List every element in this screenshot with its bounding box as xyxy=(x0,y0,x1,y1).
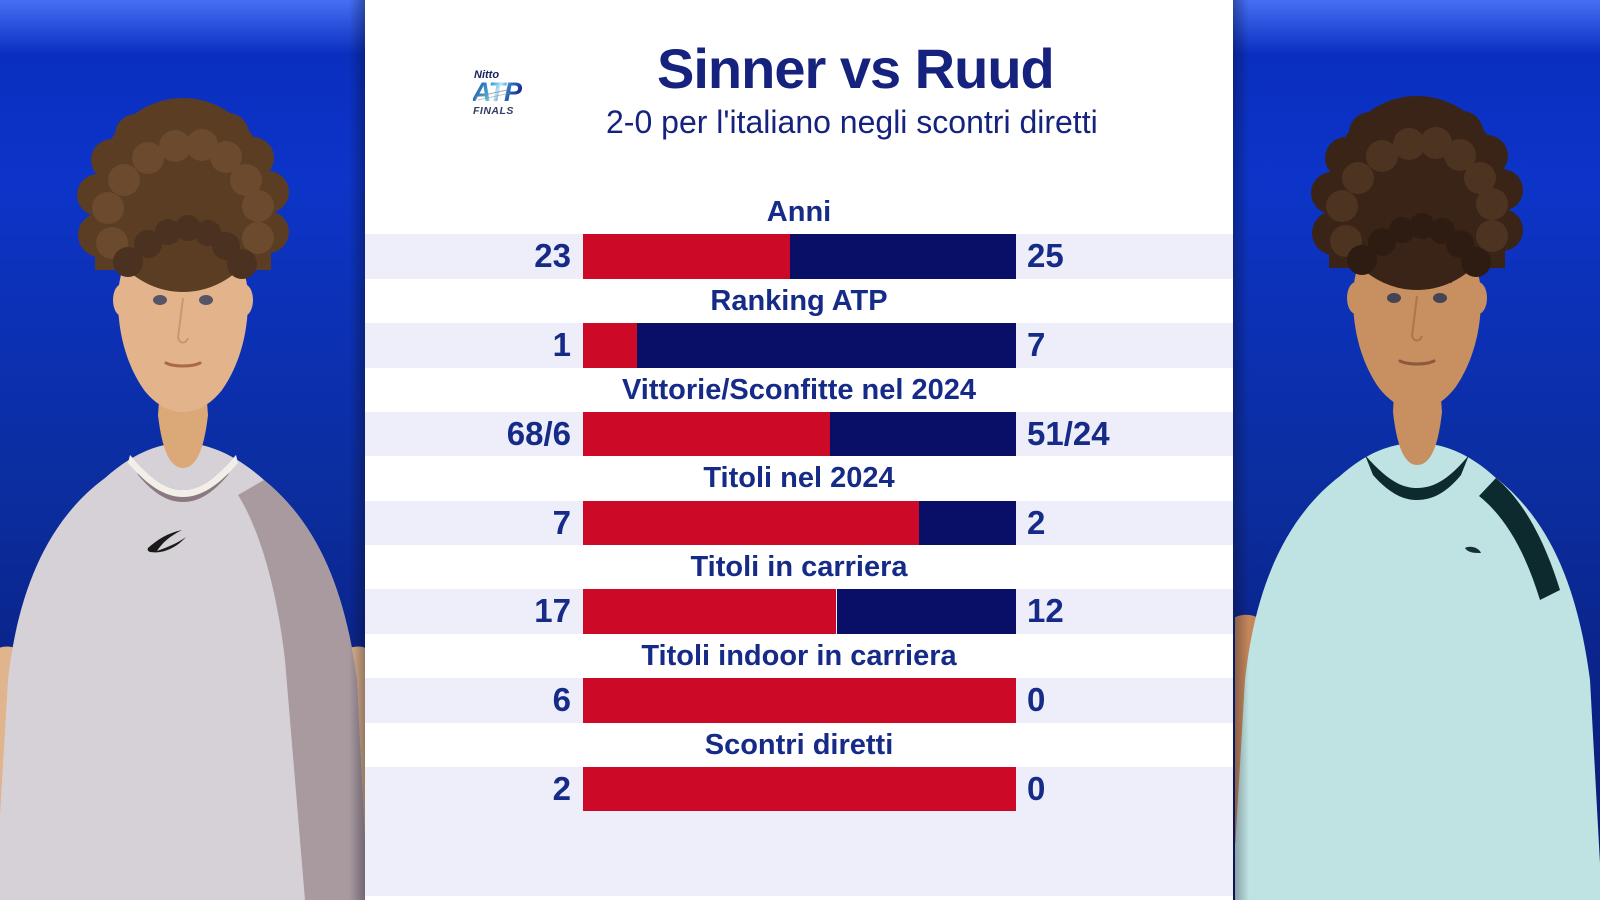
svg-text:FINALS: FINALS xyxy=(473,105,514,117)
